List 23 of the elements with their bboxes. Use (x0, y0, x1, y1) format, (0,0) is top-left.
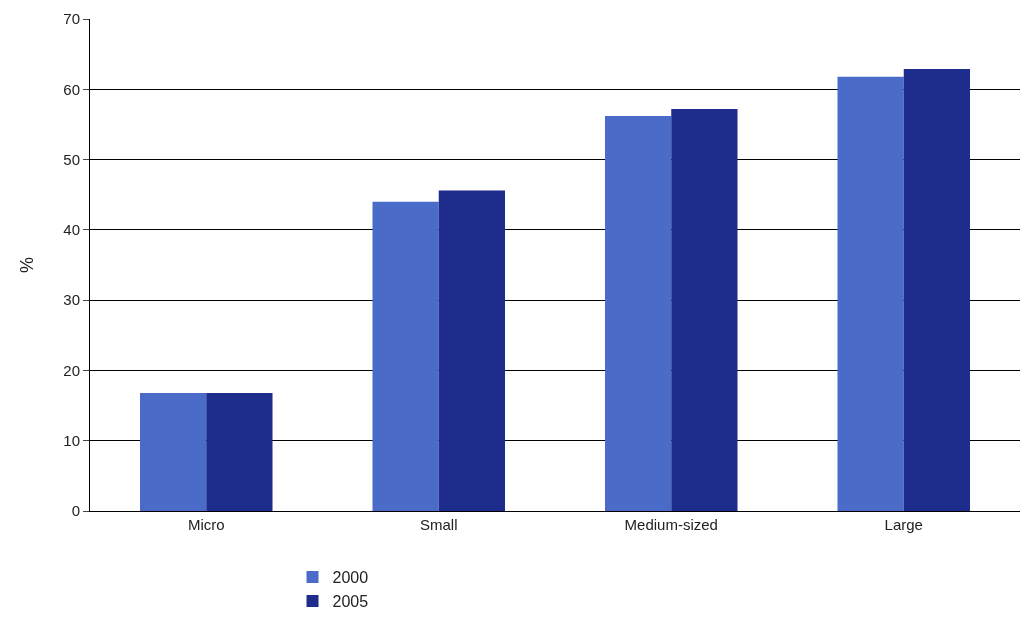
y-tick-label: 20 (63, 361, 80, 379)
y-tick-label: 70 (63, 10, 80, 28)
bar (139, 392, 207, 511)
bar (438, 190, 506, 511)
x-tick-label: Small (419, 516, 458, 533)
y-axis-title: % (16, 256, 37, 274)
x-tick-label: Large (884, 516, 923, 533)
x-tick-label: Medium-sized (624, 516, 718, 533)
y-tick-label: 60 (63, 80, 80, 98)
y-tick-label: 10 (63, 431, 80, 449)
legend-label: 2000 (332, 569, 369, 587)
bar (903, 68, 971, 511)
bar (604, 115, 672, 511)
y-tick-label: 40 (63, 221, 80, 239)
bar (837, 76, 904, 511)
bar (671, 108, 738, 511)
legend-label: 2005 (332, 593, 369, 611)
x-tick-label: Micro (187, 516, 225, 533)
y-tick-label: 0 (71, 502, 80, 520)
bar (372, 201, 439, 511)
y-tick-label: 30 (63, 291, 80, 309)
bar (206, 392, 273, 511)
y-tick-label: 50 (63, 150, 80, 168)
